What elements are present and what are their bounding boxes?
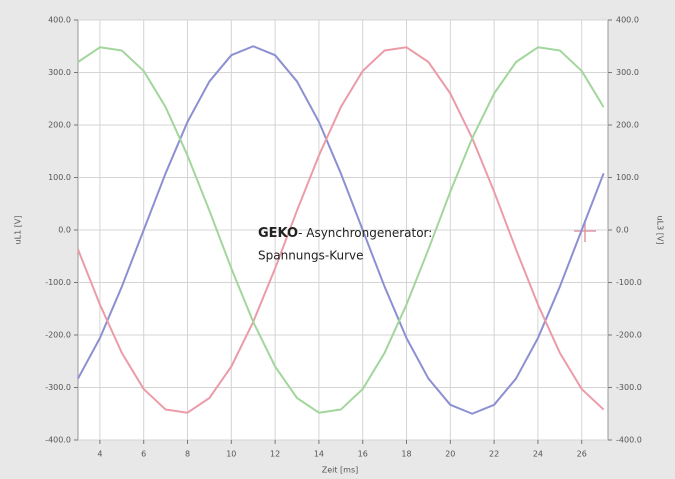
y2-tick-label: 200.0: [616, 121, 639, 130]
y-tick-label: 400.0: [48, 16, 71, 25]
annotation-text: - Asynchrongenerator:: [298, 226, 432, 240]
y-axis-label: uL1 [V]: [14, 216, 23, 245]
y-tick-label: -200.0: [45, 331, 71, 340]
x-tick-label: 22: [489, 450, 499, 459]
series-line: [77, 46, 605, 414]
x-tick-label: 24: [533, 450, 543, 459]
y-tick-label: 200.0: [48, 121, 71, 130]
x-tick-label: 16: [358, 450, 368, 459]
y2-tick-label: -200.0: [616, 331, 642, 340]
annotation-brand: GEKO: [258, 226, 298, 241]
x-tick-label: 12: [270, 450, 280, 459]
series-line: [77, 45, 605, 415]
x-tick-label: 6: [141, 450, 146, 459]
y-tick-label: 0.0: [58, 226, 71, 235]
x-tick-label: 26: [577, 450, 587, 459]
x-tick-label: 18: [401, 450, 411, 459]
y-tick-label: 100.0: [48, 173, 71, 182]
y2-tick-label: -100.0: [616, 278, 642, 287]
y2-tick-label: 100.0: [616, 173, 639, 182]
x-tick-label: 20: [445, 450, 455, 459]
y-tick-label: -400.0: [45, 436, 71, 445]
y2-tick-label: -400.0: [616, 436, 642, 445]
annotation-subtext: Spannungs-Kurve: [258, 249, 364, 263]
y2-axis-label: uL3 [V]: [656, 216, 665, 245]
y2-tick-label: -300.0: [616, 383, 642, 392]
y2-tick-label: 0.0: [616, 226, 629, 235]
x-axis-label: Zeit [ms]: [322, 466, 359, 475]
series-line: [77, 46, 605, 414]
y2-tick-label: 400.0: [616, 16, 639, 25]
y2-tick-label: 300.0: [616, 68, 639, 77]
y-tick-label: -300.0: [45, 383, 71, 392]
x-tick-label: 10: [226, 450, 236, 459]
x-tick-label: 8: [185, 450, 190, 459]
y-tick-label: 300.0: [48, 68, 71, 77]
annotation: GEKO- Asynchrongenerator:: [258, 226, 432, 241]
x-tick-label: 4: [97, 450, 102, 459]
y-tick-label: -100.0: [45, 278, 71, 287]
x-tick-label: 14: [314, 450, 324, 459]
